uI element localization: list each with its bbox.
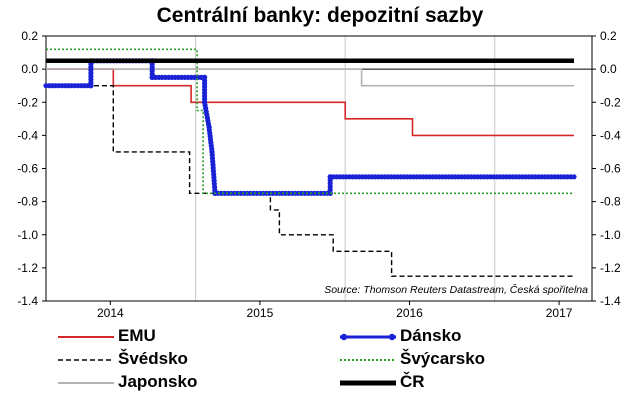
legend-swatch-dansko [340,333,396,341]
x-tick-label-3: 2017 [546,306,573,320]
legend-swatch-svedsko [58,359,114,361]
y-tick-label-right-6: -1.0 [600,228,621,242]
x-tick-label-2: 2016 [396,306,423,320]
series-line-japonsko [46,68,574,87]
legend-label-cr: ČR [400,372,425,391]
series-line-svedsko [46,85,574,277]
legend-label-svycarsko: Švýcarsko [400,349,486,368]
legend-label-emu: EMU [118,326,156,345]
legend-swatch-emu [58,336,114,338]
y-tick-label-right-4: -0.6 [600,162,621,176]
y-tick-label-right-8: -1.4 [600,294,621,308]
y-tick-label-left-8: -1.4 [17,294,38,308]
series-line-svycarsko [46,48,574,195]
y-tick-label-left-2: -0.2 [17,95,38,109]
series-marker-dansko-12-76 [571,174,577,180]
legend-swatch-svycarsko [340,359,396,361]
legend-label-svedsko: Švédsko [118,349,188,368]
y-tick-label-left-6: -1.0 [17,228,38,242]
y-tick-label-right-5: -0.8 [600,195,621,209]
y-tick-label-right-0: 0.2 [600,29,617,43]
y-tick-label-left-5: -0.8 [17,195,38,209]
y-tick-label-left-0: 0.2 [21,29,38,43]
series-line-emu [46,68,574,137]
x-tick-label-0: 2014 [97,306,124,320]
x-tick-label-1: 2015 [247,306,274,320]
y-tick-label-right-3: -0.4 [600,128,621,142]
legend-label-japonsko: Japonsko [118,372,198,391]
legend-label-dansko: Dánsko [400,326,462,345]
y-tick-label-left-7: -1.2 [17,261,38,275]
y-tick-label-left-1: 0.0 [21,62,38,76]
legend-swatch-japonsko [58,382,114,384]
source-note: Source: Thomson Reuters Datastream, Česk… [324,283,588,296]
y-tick-label-left-4: -0.6 [17,162,38,176]
y-tick-label-right-2: -0.2 [600,95,621,109]
y-tick-label-left-3: -0.4 [17,128,38,142]
y-tick-label-right-7: -1.2 [600,261,621,275]
chart-title: Centrální banky: depozitní sazby [156,4,484,27]
legend-swatch-cr [340,380,396,386]
y-tick-label-right-1: 0.0 [600,62,617,76]
plot-frame [45,35,593,302]
